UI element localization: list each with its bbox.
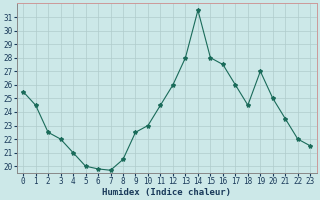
- X-axis label: Humidex (Indice chaleur): Humidex (Indice chaleur): [102, 188, 231, 197]
